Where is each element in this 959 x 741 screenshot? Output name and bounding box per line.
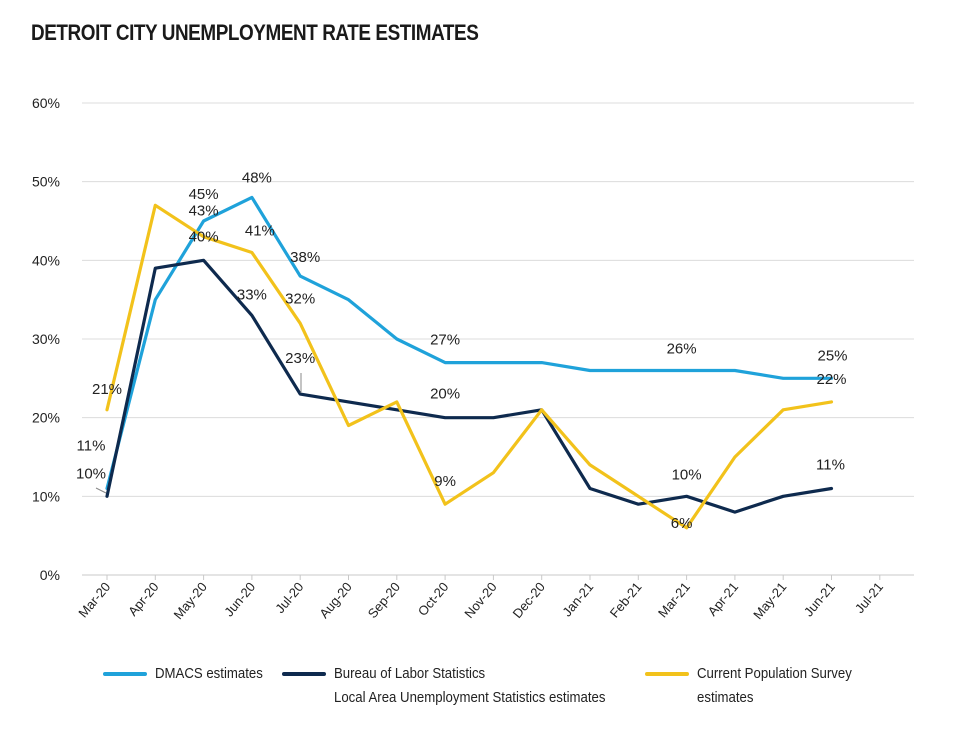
data-label: 48% xyxy=(242,169,272,186)
data-label: 6% xyxy=(671,515,693,532)
data-label: 26% xyxy=(667,340,697,357)
x-tick-label: Jun-20 xyxy=(221,579,258,619)
legend-label-bls-line-2: Local Area Unemployment Statistics estim… xyxy=(334,689,606,706)
y-tick-label-30: 30% xyxy=(32,331,60,347)
x-tick-label: Sep-20 xyxy=(365,579,403,621)
x-tick-label: May-21 xyxy=(750,579,789,622)
data-label: 27% xyxy=(430,332,460,349)
data-label: 38% xyxy=(290,249,320,266)
data-label: 11% xyxy=(816,456,845,473)
data-label: 11% xyxy=(77,437,106,454)
data-label: 32% xyxy=(285,290,315,307)
series-line-cps xyxy=(105,203,834,530)
x-tick-label: Apr-21 xyxy=(705,579,742,619)
x-tick-label: Jun-21 xyxy=(801,579,838,619)
y-axis-tick-labels: 0% 10% 20% 30% 40% 50% 60% xyxy=(32,95,60,583)
data-label: 10% xyxy=(76,465,106,482)
y-tick-label-0: 0% xyxy=(40,567,60,583)
legend-label-bls-line-1: Bureau of Labor Statistics xyxy=(334,665,486,682)
legend-label-cps-line-2: estimates xyxy=(697,689,754,706)
y-tick-label-60: 60% xyxy=(32,95,60,111)
x-tick-label: Feb-21 xyxy=(607,579,645,620)
x-tick-label: Oct-20 xyxy=(415,579,452,619)
legend-swatch-cps xyxy=(645,672,689,676)
x-tick-label: Jan-21 xyxy=(559,579,596,619)
data-labels: 11% 45% 48% 38% 27% 26% 25% 10% 40% 33% 23% 20% 10% 1… xyxy=(76,169,848,531)
data-label: 9% xyxy=(434,473,456,490)
series-line-bls xyxy=(105,258,834,514)
legend-swatch-bls xyxy=(282,672,326,676)
x-tick-label: Jul-21 xyxy=(852,579,886,616)
y-tick-label-50: 50% xyxy=(32,174,60,190)
leader-line xyxy=(95,487,107,494)
y-tick-label-20: 20% xyxy=(32,410,60,426)
x-tick-label: Nov-20 xyxy=(461,579,499,621)
chart-title: DETROIT CITY UNEMPLOYMENT RATE ESTIMATES xyxy=(31,20,479,45)
x-tick-label: Mar-20 xyxy=(75,579,113,620)
legend-label-dmacs: DMACS estimates xyxy=(155,665,263,682)
x-tick-label: Dec-20 xyxy=(510,579,548,621)
data-label: 22% xyxy=(816,371,846,388)
y-tick-label-10: 10% xyxy=(32,488,60,504)
y-tick-label-40: 40% xyxy=(32,252,60,268)
legend-label-cps-line-1: Current Population Survey xyxy=(697,665,852,682)
gridlines xyxy=(82,102,914,580)
x-tick-label: Aug-20 xyxy=(316,579,354,621)
x-tick-label: Mar-21 xyxy=(655,579,693,620)
series-lines xyxy=(105,195,834,530)
legend-swatch-dmacs xyxy=(103,672,147,676)
data-label: 10% xyxy=(672,466,702,483)
x-tick-label: Jul-20 xyxy=(272,579,306,616)
legend-label-cps: Current Population Survey estimates xyxy=(697,662,852,710)
x-axis-tick-labels: Mar-20 Apr-20 May-20 Jun-20 Jul-20 Aug-20 Sep-… xyxy=(75,579,886,622)
x-tick-label: May-20 xyxy=(171,579,210,622)
data-label: 41% xyxy=(245,222,275,239)
series-line-dmacs xyxy=(105,195,834,491)
data-label: 45% xyxy=(189,186,219,203)
data-label: 40% xyxy=(189,228,219,245)
x-tick-label: Apr-20 xyxy=(125,579,162,619)
data-label: 20% xyxy=(430,386,460,403)
data-label: 25% xyxy=(817,347,847,364)
data-label: 33% xyxy=(237,286,267,303)
data-label: 21% xyxy=(92,381,122,398)
legend-label-bls: Bureau of Labor Statistics Local Area Un… xyxy=(334,662,605,710)
data-label: 43% xyxy=(189,203,219,220)
data-label: 23% xyxy=(285,350,315,367)
